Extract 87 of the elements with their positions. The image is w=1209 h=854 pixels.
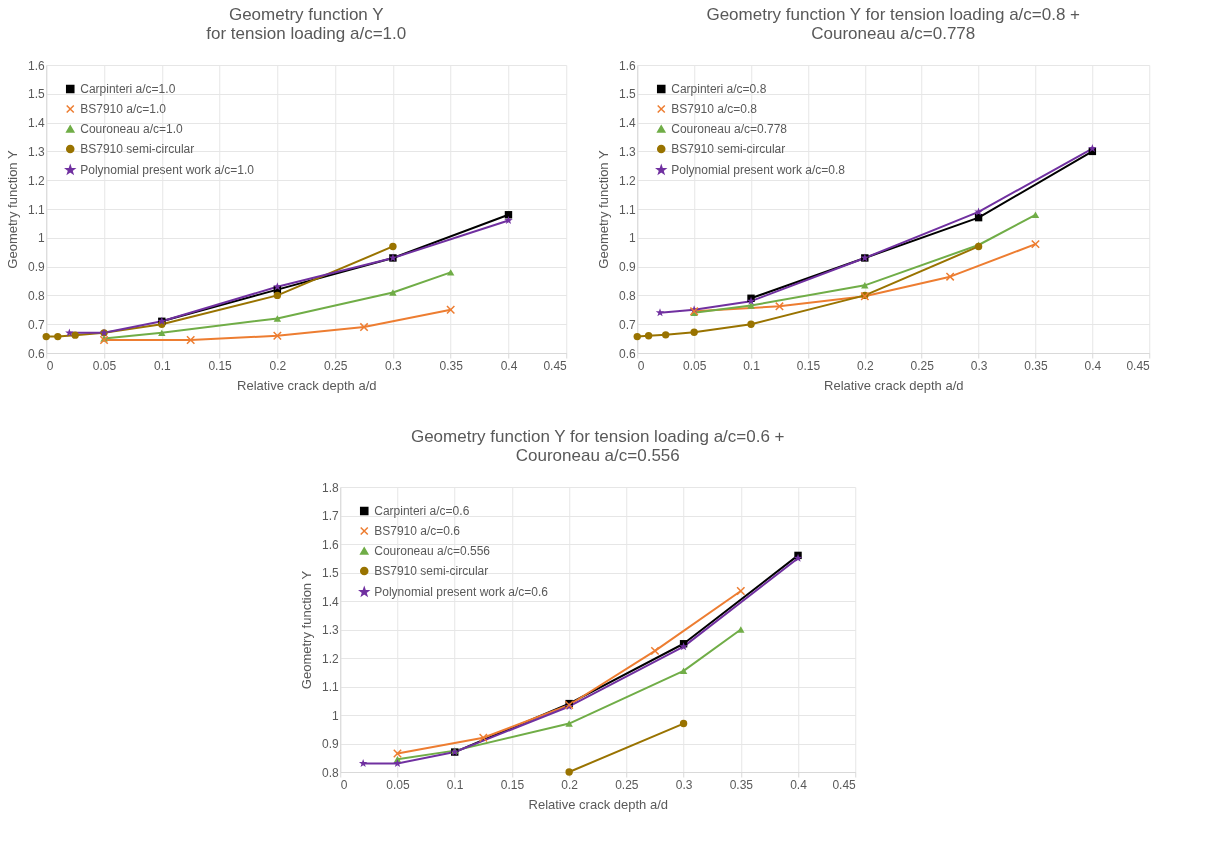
chart-title: Geometry function Y for tension loading a/c=0.8 + Couroneau a/c=0.778 <box>706 5 1081 43</box>
y-tick-label: 0.8 <box>619 288 637 303</box>
y-tick-label: 1.5 <box>322 566 340 580</box>
y-tick-label: 0.8 <box>322 765 340 780</box>
x-tick-label: 0.05 <box>386 777 410 792</box>
y-tick-label: 1.4 <box>28 116 46 131</box>
x-tick-label: 0 <box>637 358 645 373</box>
x-tick-label: 0.25 <box>615 777 639 792</box>
x-tick-label: 0.45 <box>543 358 568 373</box>
y-tick-label: 1.3 <box>322 623 340 637</box>
x-tick-label: 0.2 <box>561 777 579 792</box>
legend-label: BS7910 semi-circular <box>671 142 786 156</box>
x-tick-label: 0.3 <box>970 358 988 373</box>
y-tick-label: 0.9 <box>619 260 637 275</box>
y-tick-label: 1 <box>629 231 637 246</box>
x-tick-label: 0.1 <box>153 358 171 373</box>
x-tick-label: 0.1 <box>446 777 464 792</box>
x-tick-label: 0.35 <box>1024 358 1048 373</box>
x-tick-label: 0.45 <box>832 777 857 792</box>
legend-label: Polynomial present work a/c=0.8 <box>671 163 846 177</box>
legend-label: BS7910 semi-circular <box>80 142 195 156</box>
x-axis-title: Relative crack depth a/d <box>528 796 668 812</box>
x-tick-label: 0.1 <box>743 358 761 373</box>
legend-label: Polynomial present work a/c=0.6 <box>374 585 549 599</box>
x-tick-label: 0.2 <box>856 358 874 373</box>
legend-label: BS7910 a/c=0.8 <box>671 102 758 116</box>
y-tick-label: 1.1 <box>619 202 637 217</box>
y-tick-label: 1.2 <box>28 173 46 188</box>
y-tick-label: 0.6 <box>28 346 46 361</box>
y-tick-label: 0.6 <box>619 346 637 361</box>
x-tick-label: 0.15 <box>208 358 233 373</box>
legend-label: BS7910 semi-circular <box>374 564 489 578</box>
y-tick-label: 1.2 <box>322 651 340 666</box>
legend-label: Polynomial present work a/c=1.0 <box>80 163 255 177</box>
y-tick-label: 1.4 <box>322 594 340 609</box>
y-tick-label: 0.7 <box>28 317 46 332</box>
y-axis-title: Geometry function Y <box>5 150 21 269</box>
y-tick-label: 1.1 <box>322 680 340 694</box>
legend-label: Couroneau a/c=0.778 <box>671 122 788 136</box>
y-axis-title: Geometry function Y <box>596 150 612 269</box>
y-tick-label: 0.8 <box>28 288 46 303</box>
y-tick-label: 1.5 <box>619 87 637 102</box>
x-tick-label: 0.4 <box>500 358 518 373</box>
x-tick-label: 0.3 <box>675 777 693 792</box>
y-tick-label: 1.3 <box>619 144 637 159</box>
x-tick-label: 0.35 <box>439 358 464 373</box>
x-tick-label: 0.3 <box>385 358 403 373</box>
y-tick-label: 1.1 <box>28 202 46 217</box>
legend-label: Carpinteri a/c=0.6 <box>374 504 470 518</box>
y-tick-label: 1.4 <box>619 116 637 131</box>
y-tick-label: 1.8 <box>322 480 340 495</box>
x-tick-label: 0.15 <box>796 358 821 373</box>
legend-label: Carpinteri a/c=1.0 <box>80 82 176 96</box>
chart-title: Geometry function Y for tension loading a/c=1.0 <box>206 5 407 43</box>
x-tick-label: 0 <box>340 777 348 792</box>
legend-label: BS7910 a/c=1.0 <box>80 102 167 116</box>
x-tick-label: 0.2 <box>269 358 287 373</box>
y-tick-label: 0.7 <box>619 317 637 332</box>
x-tick-label: 0.15 <box>500 777 525 792</box>
x-tick-label: 0.05 <box>682 358 707 373</box>
x-tick-label: 0.4 <box>790 777 808 792</box>
y-tick-label: 0.9 <box>28 260 46 275</box>
y-tick-label: 1 <box>332 708 340 723</box>
x-tick-label: 0.35 <box>729 777 754 792</box>
legend-label: Couroneau a/c=0.556 <box>374 544 491 558</box>
y-tick-label: 1.6 <box>322 537 340 552</box>
legend-label: BS7910 a/c=0.6 <box>374 524 461 538</box>
x-axis-title: Relative crack depth a/d <box>824 377 964 393</box>
y-tick-label: 1.2 <box>619 173 637 188</box>
chart-title: Geometry function Y for tension loading a/c=0.6 + Couroneau a/c=0.556 <box>410 427 785 465</box>
x-tick-label: 0.25 <box>910 358 935 373</box>
y-tick-label: 0.9 <box>322 737 340 751</box>
x-tick-label: 0.45 <box>1126 358 1151 373</box>
y-tick-label: 1.6 <box>28 58 46 73</box>
y-tick-label: 1.7 <box>322 509 340 523</box>
x-tick-label: 0 <box>46 358 54 373</box>
y-tick-label: 1.3 <box>28 144 46 159</box>
x-tick-label: 0.4 <box>1084 358 1102 373</box>
y-tick-label: 1.5 <box>28 87 46 102</box>
x-tick-label: 0.05 <box>92 358 117 373</box>
y-tick-label: 1.6 <box>619 58 637 73</box>
x-tick-label: 0.25 <box>323 358 348 373</box>
y-axis-title: Geometry function Y <box>299 570 315 690</box>
x-axis-title: Relative crack depth a/d <box>237 377 377 393</box>
y-tick-label: 1 <box>38 231 46 246</box>
legend-label: Carpinteri a/c=0.8 <box>671 82 767 96</box>
legend-label: Couroneau a/c=1.0 <box>80 122 183 136</box>
